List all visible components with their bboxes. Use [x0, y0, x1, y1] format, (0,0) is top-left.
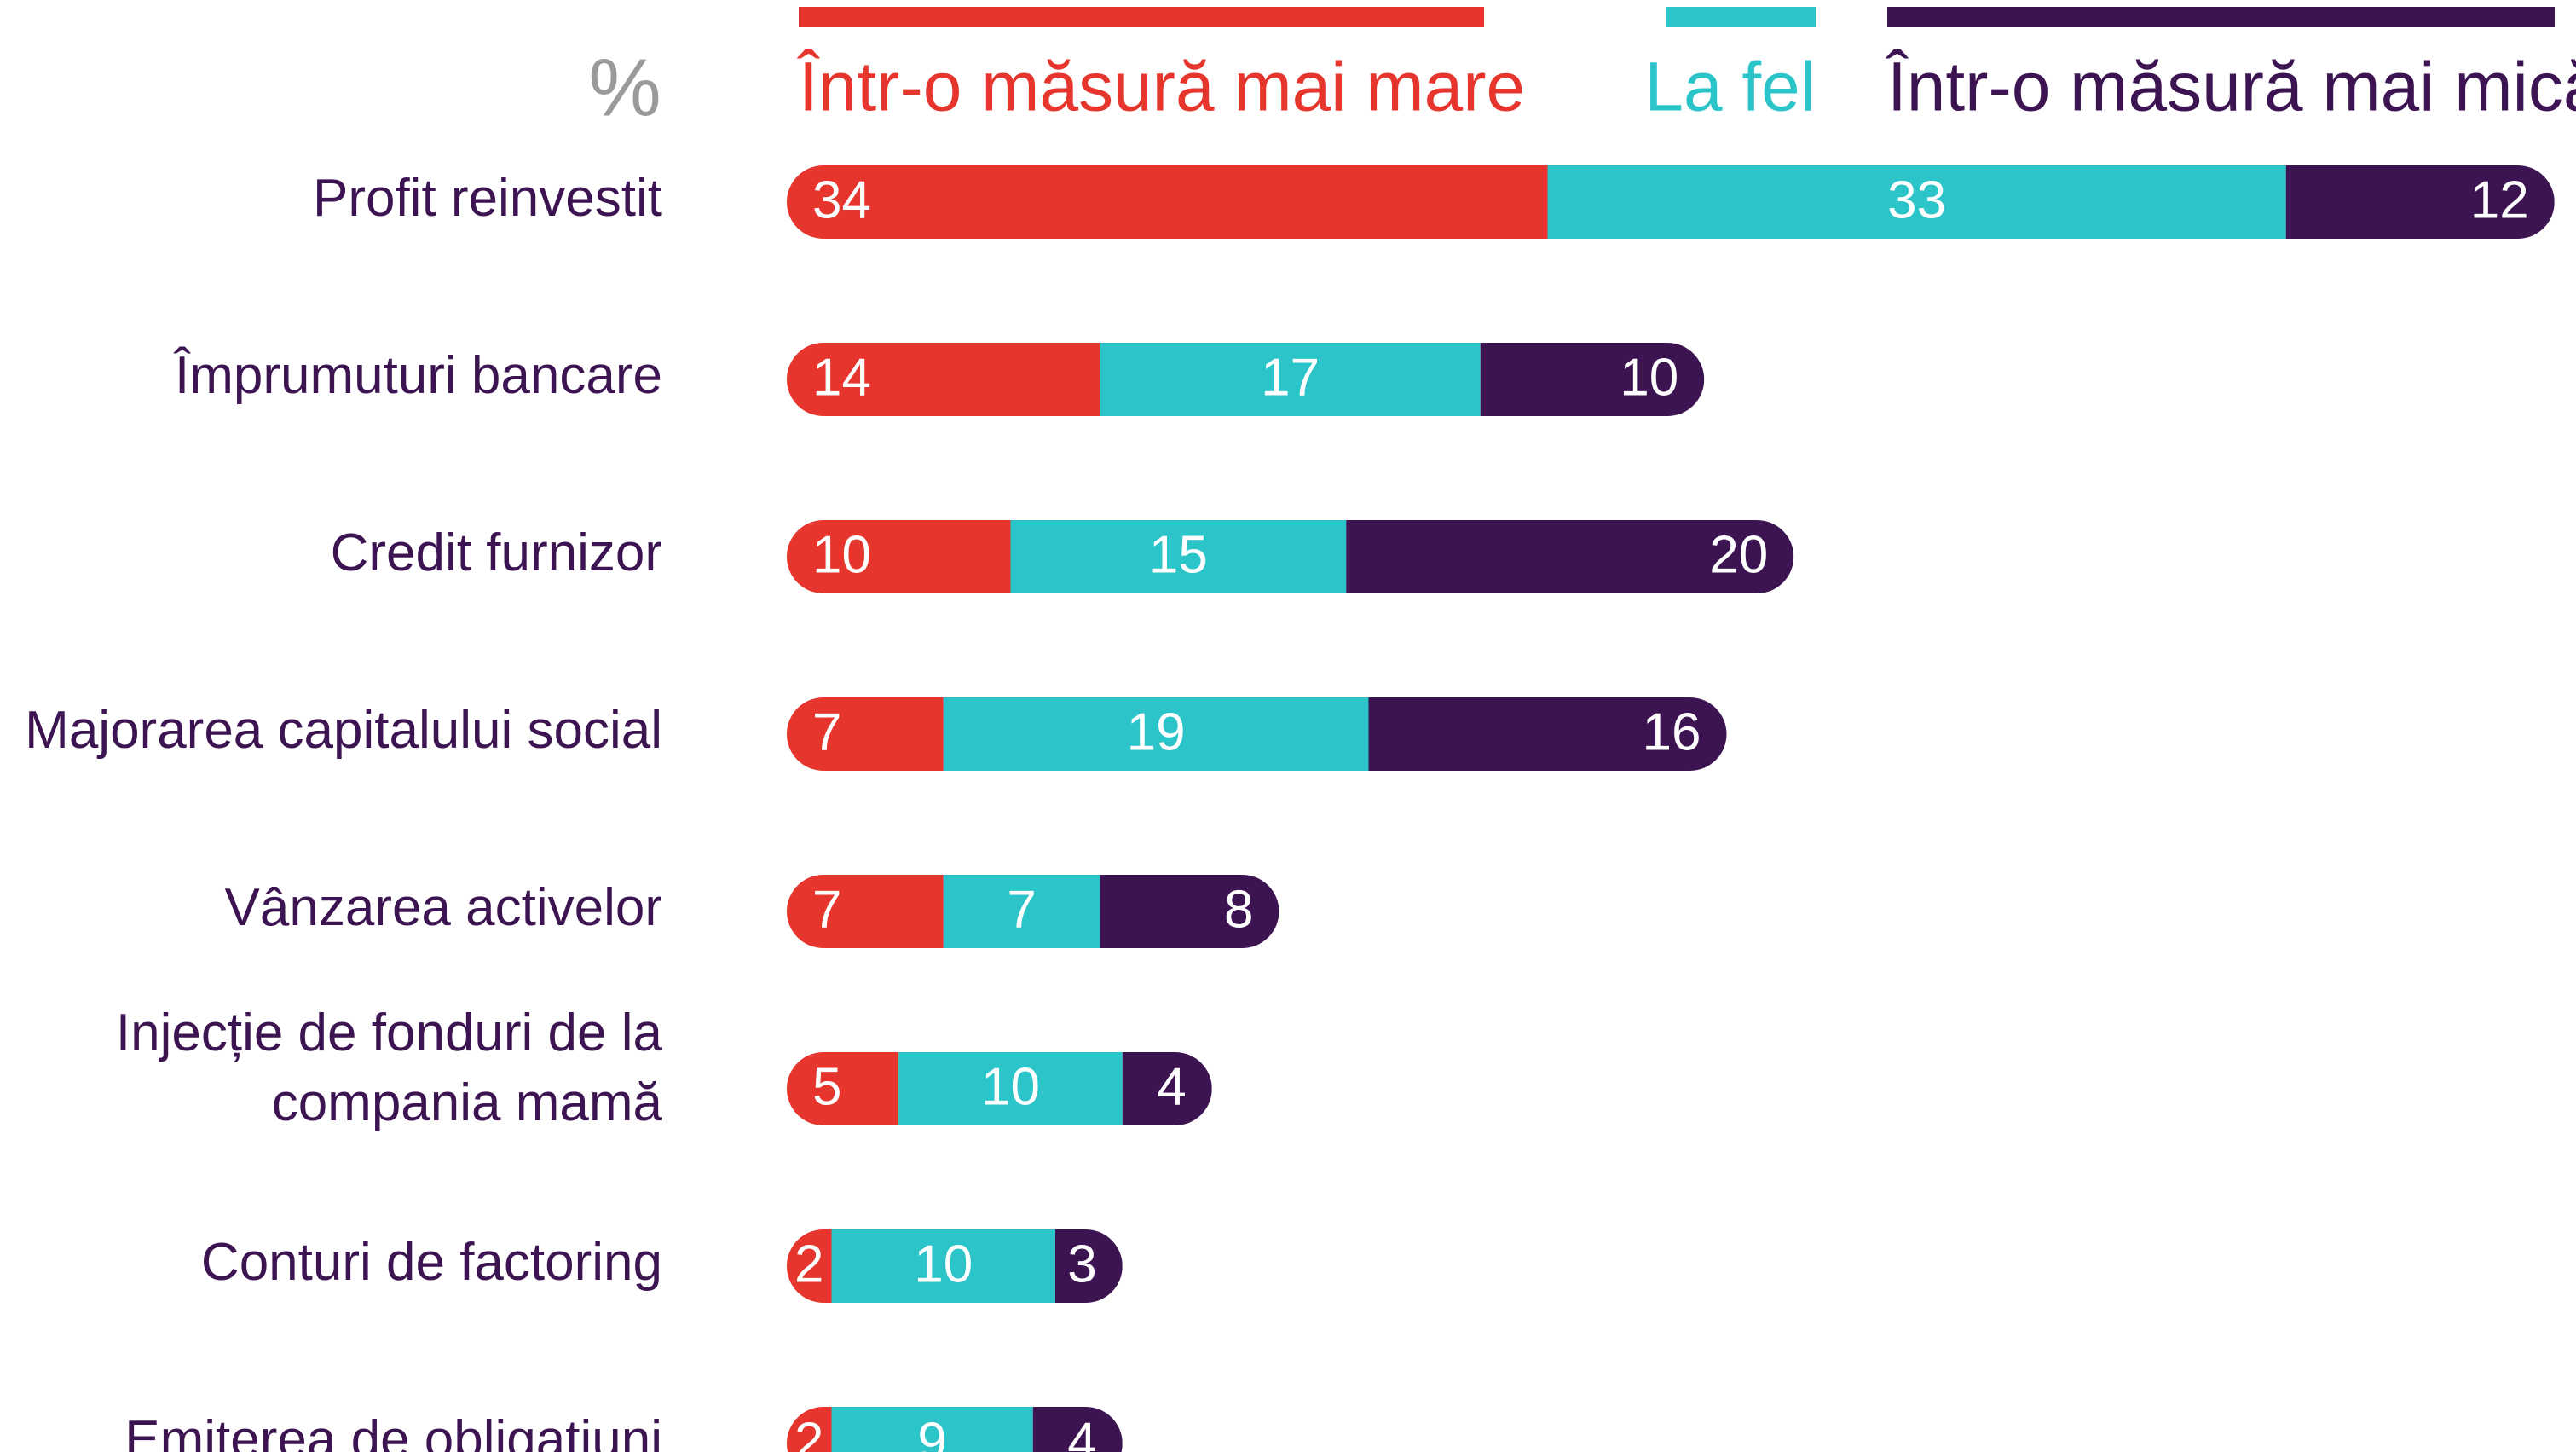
value-label: 9 [917, 1412, 946, 1452]
category-label: Emiterea de obligațiuni [124, 1410, 662, 1452]
value-label: 5 [812, 1057, 841, 1116]
value-label: 20 [1709, 525, 1768, 584]
bar [1122, 1052, 1212, 1125]
category-label: Majorarea capitalului social [25, 701, 662, 760]
bar-row [787, 1229, 1123, 1303]
bar [943, 875, 1100, 948]
value-label: 12 [2470, 171, 2529, 229]
bar-row [787, 1407, 1123, 1452]
bar [831, 1407, 1033, 1452]
category-label: Vânzarea activelor [225, 878, 663, 937]
bar [1032, 1407, 1123, 1452]
bar [2285, 165, 2555, 239]
bar [1368, 697, 1727, 771]
value-label: 8 [1224, 880, 1253, 939]
value-label: 3 [1067, 1235, 1096, 1293]
bar [943, 697, 1369, 771]
bar [1346, 520, 1794, 593]
value-label: 2 [794, 1412, 823, 1452]
bar [787, 1052, 899, 1125]
bar [1100, 343, 1481, 416]
value-label: 7 [1007, 880, 1036, 939]
bar [1480, 343, 1705, 416]
bar [1010, 520, 1347, 593]
bar [1100, 875, 1279, 948]
value-label: 4 [1067, 1412, 1096, 1452]
bar [1055, 1229, 1123, 1303]
bar-row [787, 697, 1727, 771]
category-label: Profit reinvestit [313, 169, 662, 228]
legend-swatch [1887, 7, 2555, 27]
category-label: Credit furnizor [331, 524, 662, 582]
value-label: 2 [794, 1235, 823, 1293]
bar-row [787, 1052, 1212, 1125]
value-label: 16 [1643, 703, 1701, 761]
value-label: 7 [812, 703, 841, 761]
bar-row [787, 165, 2555, 239]
category-label: Conturi de factoring [201, 1233, 662, 1292]
value-label: 19 [1127, 703, 1186, 761]
legend-swatch [799, 7, 1484, 27]
legend-label: Într-o măsură mai mare [797, 49, 1525, 126]
bar [787, 520, 1011, 593]
value-label: 17 [1261, 348, 1320, 407]
bar [787, 343, 1100, 416]
value-label: 10 [812, 525, 871, 584]
category-label: Împrumuturi bancare [173, 346, 662, 405]
bar [787, 875, 944, 948]
bar [898, 1052, 1123, 1125]
value-label: 10 [1620, 348, 1678, 407]
bar [787, 697, 944, 771]
legend-label: Într-o măsură mai mică [1886, 49, 2576, 126]
bar [1547, 165, 2286, 239]
unit-label: % [588, 42, 661, 133]
value-label: 14 [812, 348, 871, 407]
bar-row [787, 520, 1794, 593]
legend-swatch [1666, 7, 1816, 27]
value-label: 34 [812, 171, 871, 229]
category-label: Injecție de fonduri de la compania mamă [116, 1004, 663, 1132]
bar-row [787, 343, 1705, 416]
bar [831, 1229, 1055, 1303]
value-label: 10 [981, 1057, 1040, 1116]
value-label: 33 [1887, 171, 1946, 229]
legend-label: La fel [1644, 49, 1816, 126]
bar-row [787, 875, 1279, 948]
value-label: 4 [1157, 1057, 1186, 1116]
value-label: 7 [812, 880, 841, 939]
value-label: 10 [914, 1235, 973, 1293]
value-label: 15 [1149, 525, 1208, 584]
bar [787, 165, 1548, 239]
